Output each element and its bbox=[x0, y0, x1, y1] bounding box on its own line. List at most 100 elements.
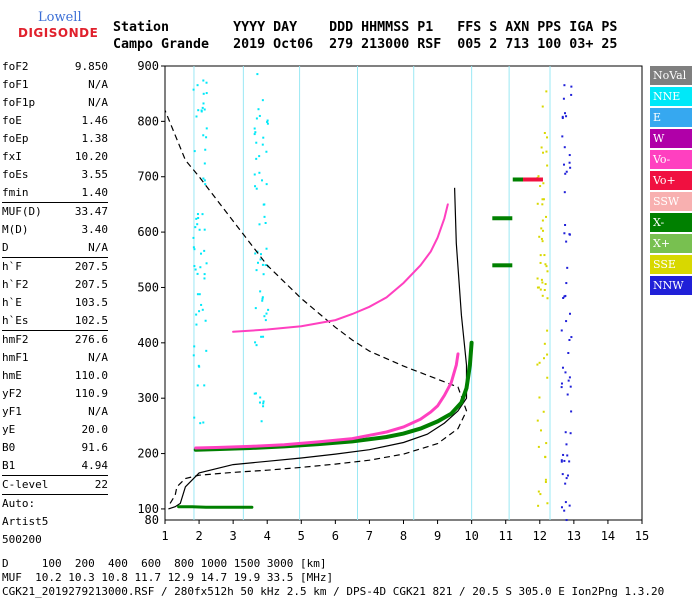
echo-dot bbox=[262, 99, 264, 101]
footer-muf-row: MUF 10.2 10.3 10.8 11.7 12.9 14.7 19.9 3… bbox=[2, 571, 664, 585]
echo-dot bbox=[266, 183, 268, 185]
echo-dot bbox=[542, 295, 544, 297]
echo-dot bbox=[193, 345, 195, 347]
x-tick-label: 8 bbox=[400, 529, 407, 543]
echo-dot bbox=[566, 519, 568, 521]
echo-dot bbox=[204, 162, 206, 164]
echo-dot bbox=[543, 254, 545, 256]
echo-dot bbox=[538, 286, 540, 288]
echo-dot bbox=[204, 108, 206, 110]
echo-dot bbox=[261, 300, 263, 302]
echo-dot bbox=[543, 198, 545, 200]
echo-dot bbox=[545, 442, 547, 444]
echo-dot bbox=[546, 330, 548, 332]
echo-dot bbox=[256, 344, 258, 346]
x-tick-label: 4 bbox=[264, 529, 271, 543]
echo-dot bbox=[197, 217, 199, 219]
echo-dot bbox=[255, 158, 257, 160]
echo-dot bbox=[566, 267, 568, 269]
echo-dot bbox=[544, 343, 546, 345]
echo-dot bbox=[199, 422, 201, 424]
echo-dot bbox=[193, 89, 195, 91]
echo-dot bbox=[540, 227, 542, 229]
echo-dot bbox=[254, 252, 256, 254]
echo-dot bbox=[538, 396, 540, 398]
x-tick-label: 14 bbox=[601, 529, 615, 543]
echo-dot bbox=[565, 115, 567, 117]
echo-dot bbox=[566, 171, 568, 173]
echo-dot bbox=[569, 234, 571, 236]
echo-dot bbox=[254, 133, 256, 135]
echo-dot bbox=[206, 127, 208, 129]
echo-dot bbox=[256, 188, 258, 190]
echo-dot bbox=[192, 237, 194, 239]
echo-dot bbox=[538, 175, 540, 177]
echo-dot bbox=[262, 137, 264, 139]
echo-dot bbox=[561, 383, 563, 385]
echo-dot bbox=[561, 459, 563, 461]
echo-dot bbox=[546, 136, 548, 138]
echo-dot bbox=[194, 226, 196, 228]
x-tick-label: 2 bbox=[195, 529, 202, 543]
x-tick-label: 12 bbox=[533, 529, 547, 543]
echo-dot bbox=[561, 135, 563, 137]
echo-dot bbox=[540, 254, 542, 256]
echo-dot bbox=[565, 241, 567, 243]
echo-dot bbox=[561, 386, 563, 388]
echo-dot bbox=[570, 86, 572, 88]
footer-distance-row: D 100 200 400 600 800 1000 1500 3000 [km… bbox=[2, 557, 664, 571]
echo-dot bbox=[541, 238, 543, 240]
echo-dot bbox=[260, 253, 262, 255]
echo-dot bbox=[568, 380, 570, 382]
echo-dot bbox=[205, 136, 207, 138]
y-tick-label: 600 bbox=[137, 225, 159, 239]
echo-dot bbox=[203, 102, 205, 104]
echo-dot bbox=[263, 400, 265, 402]
echo-dot bbox=[203, 384, 205, 386]
echo-dot bbox=[200, 253, 202, 255]
echo-dot bbox=[266, 121, 268, 123]
echo-dot bbox=[202, 213, 204, 215]
echo-dot bbox=[565, 501, 567, 503]
echo-dot bbox=[570, 336, 572, 338]
echo-dot bbox=[541, 203, 543, 205]
echo-dot bbox=[265, 319, 267, 321]
echo-dot bbox=[538, 236, 540, 238]
y-tick-label: 80 bbox=[145, 513, 159, 527]
echo-dot bbox=[193, 265, 195, 267]
echo-dot bbox=[202, 178, 204, 180]
echo-dot bbox=[194, 150, 196, 152]
echo-dot bbox=[258, 223, 260, 225]
echo-dot bbox=[254, 131, 256, 133]
echo-dot bbox=[254, 128, 256, 130]
legend-item-x: X- bbox=[650, 213, 692, 232]
echo-dot bbox=[260, 258, 262, 260]
echo-dot bbox=[569, 167, 571, 169]
echo-dot bbox=[262, 402, 264, 404]
echo-dot bbox=[546, 265, 548, 267]
echo-dot bbox=[263, 204, 265, 206]
echo-dot bbox=[202, 309, 204, 311]
echo-dot bbox=[193, 354, 195, 356]
echo-dot bbox=[255, 142, 257, 144]
echo-dot bbox=[567, 352, 569, 354]
echo-dot bbox=[564, 146, 566, 148]
echo-dot bbox=[258, 172, 260, 174]
echo-dot bbox=[202, 107, 204, 109]
x-tick-label: 1 bbox=[161, 529, 168, 543]
echo-dot bbox=[202, 134, 204, 136]
echo-dot bbox=[197, 293, 199, 295]
echo-dot bbox=[538, 491, 540, 493]
echo-dot bbox=[563, 510, 565, 512]
echo-dot bbox=[205, 320, 207, 322]
x-tick-label: 3 bbox=[230, 529, 237, 543]
echo-dot bbox=[546, 297, 548, 299]
echo-dot bbox=[262, 405, 264, 407]
echo-dot bbox=[569, 162, 571, 164]
echo-dot bbox=[256, 73, 258, 75]
echo-dot bbox=[257, 108, 259, 110]
echo-dot bbox=[541, 146, 543, 148]
echo-dot bbox=[261, 179, 263, 181]
echo-dot bbox=[540, 429, 542, 431]
echo-dot bbox=[544, 263, 546, 265]
